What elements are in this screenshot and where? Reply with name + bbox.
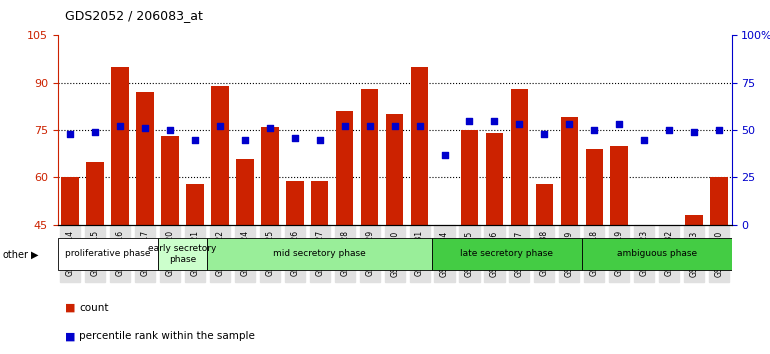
Bar	[261, 127, 279, 354]
Bar	[511, 89, 528, 354]
Bar	[211, 86, 229, 354]
Point	[263, 125, 276, 131]
Point	[239, 137, 251, 142]
Point	[464, 118, 476, 124]
Bar	[635, 304, 653, 354]
Point	[339, 124, 351, 129]
Point	[64, 131, 76, 137]
Bar	[561, 118, 578, 354]
Text: ▶: ▶	[31, 250, 38, 260]
Point	[413, 124, 426, 129]
Bar	[460, 130, 478, 354]
Bar	[536, 184, 553, 354]
FancyBboxPatch shape	[207, 238, 432, 270]
Point	[164, 127, 176, 133]
Bar	[236, 159, 253, 354]
FancyBboxPatch shape	[58, 238, 158, 270]
Point	[613, 121, 625, 127]
Bar	[486, 133, 503, 354]
Bar	[611, 146, 628, 354]
Bar	[161, 136, 179, 354]
Point	[89, 129, 102, 135]
Text: percentile rank within the sample: percentile rank within the sample	[79, 331, 255, 341]
Point	[139, 125, 151, 131]
Point	[688, 129, 700, 135]
Text: early secretory
phase: early secretory phase	[149, 244, 216, 264]
Bar	[86, 162, 104, 354]
Bar	[661, 256, 678, 354]
Bar	[62, 177, 79, 354]
Text: other: other	[2, 250, 28, 260]
Bar	[436, 335, 454, 354]
FancyBboxPatch shape	[582, 238, 732, 270]
Text: count: count	[79, 303, 109, 313]
Point	[563, 121, 575, 127]
Bar	[386, 114, 403, 354]
Point	[289, 135, 301, 141]
Bar	[361, 89, 378, 354]
Point	[514, 121, 526, 127]
Point	[488, 118, 500, 124]
Point	[363, 124, 376, 129]
Bar	[112, 67, 129, 354]
Text: GDS2052 / 206083_at: GDS2052 / 206083_at	[65, 9, 203, 22]
Text: proliferative phase: proliferative phase	[65, 250, 150, 258]
FancyBboxPatch shape	[432, 238, 582, 270]
Point	[713, 127, 725, 133]
Point	[313, 137, 326, 142]
Bar	[710, 177, 728, 354]
Text: ambiguous phase: ambiguous phase	[617, 250, 697, 258]
Bar	[311, 181, 329, 354]
FancyBboxPatch shape	[158, 238, 207, 270]
Text: ■: ■	[65, 303, 76, 313]
Point	[388, 124, 400, 129]
Text: late secretory phase: late secretory phase	[460, 250, 554, 258]
Bar	[286, 181, 303, 354]
Text: ■: ■	[65, 331, 76, 341]
Bar	[685, 215, 703, 354]
Point	[189, 137, 201, 142]
Bar	[136, 92, 154, 354]
Point	[663, 127, 675, 133]
Text: mid secretory phase: mid secretory phase	[273, 250, 367, 258]
Point	[538, 131, 551, 137]
Bar	[336, 111, 353, 354]
Point	[214, 124, 226, 129]
Point	[438, 152, 450, 158]
Bar	[411, 67, 428, 354]
Bar	[585, 149, 603, 354]
Point	[638, 137, 651, 142]
Point	[114, 124, 126, 129]
Bar	[186, 184, 204, 354]
Point	[588, 127, 601, 133]
